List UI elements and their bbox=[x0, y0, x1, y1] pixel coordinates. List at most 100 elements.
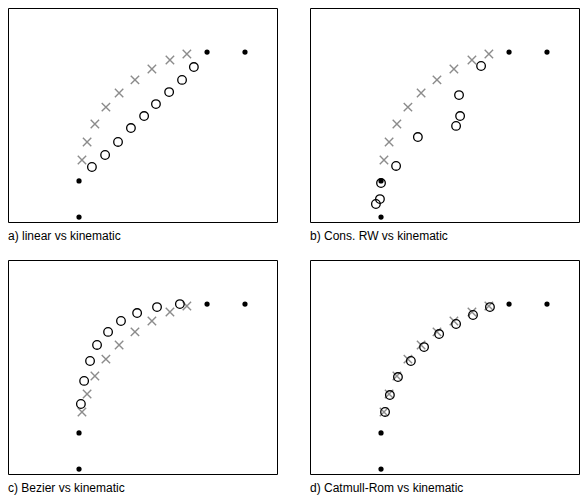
plot-area bbox=[76, 49, 247, 219]
point bbox=[183, 50, 191, 58]
x-axis-top bbox=[311, 260, 580, 261]
axis-line bbox=[9, 474, 278, 475]
point bbox=[133, 309, 142, 318]
point bbox=[153, 303, 162, 312]
point bbox=[117, 317, 126, 326]
point bbox=[91, 372, 99, 380]
point bbox=[101, 151, 110, 160]
point bbox=[486, 303, 495, 312]
point bbox=[468, 56, 476, 64]
axis-line bbox=[277, 9, 278, 223]
y-axis bbox=[310, 261, 311, 475]
point bbox=[485, 50, 493, 58]
point bbox=[420, 343, 429, 352]
point bbox=[455, 91, 464, 100]
point bbox=[88, 163, 97, 172]
axis-line bbox=[8, 9, 9, 223]
plot-area bbox=[378, 301, 549, 471]
series-dot bbox=[378, 301, 549, 471]
point bbox=[417, 89, 425, 97]
point bbox=[166, 56, 174, 64]
point bbox=[140, 112, 149, 121]
axis-line bbox=[311, 474, 580, 475]
y-axis-right bbox=[579, 261, 580, 475]
point bbox=[407, 357, 416, 366]
point bbox=[78, 408, 86, 416]
point bbox=[544, 301, 549, 306]
panel-caption: b) Cons. RW vs kinematic bbox=[310, 229, 448, 243]
point bbox=[190, 63, 199, 72]
point bbox=[435, 330, 444, 339]
point bbox=[404, 103, 412, 111]
point bbox=[380, 156, 388, 164]
axis-line bbox=[310, 261, 311, 475]
point bbox=[204, 49, 209, 54]
point bbox=[165, 88, 174, 97]
point bbox=[166, 308, 174, 316]
series-dot bbox=[378, 49, 549, 219]
panel: c) Bezier vs kinematic bbox=[8, 261, 278, 496]
point bbox=[378, 214, 383, 219]
point bbox=[456, 112, 465, 121]
axis-line bbox=[579, 9, 580, 223]
point bbox=[377, 179, 386, 188]
point bbox=[450, 65, 458, 73]
series-x bbox=[380, 302, 493, 416]
point bbox=[148, 317, 156, 325]
point bbox=[378, 466, 383, 471]
point bbox=[376, 195, 385, 204]
axis-line bbox=[310, 9, 311, 223]
point bbox=[152, 100, 161, 109]
x-axis bbox=[311, 474, 580, 475]
plot-area bbox=[76, 300, 247, 472]
point bbox=[242, 301, 247, 306]
point bbox=[115, 89, 123, 97]
point bbox=[393, 120, 401, 128]
point bbox=[381, 408, 390, 417]
panel-caption: a) linear vs kinematic bbox=[8, 229, 121, 243]
point bbox=[506, 49, 511, 54]
panel: d) Catmull-Rom vs kinematic bbox=[310, 261, 580, 496]
point bbox=[544, 49, 549, 54]
point bbox=[385, 138, 393, 146]
series-circle bbox=[77, 300, 185, 409]
axis-line bbox=[9, 260, 278, 261]
point bbox=[78, 156, 86, 164]
point bbox=[83, 390, 91, 398]
point bbox=[77, 400, 86, 409]
point bbox=[76, 214, 81, 219]
point bbox=[469, 311, 478, 320]
point bbox=[104, 328, 113, 337]
series-circle bbox=[381, 303, 495, 416]
point bbox=[76, 466, 81, 471]
point bbox=[433, 76, 441, 84]
series-circle bbox=[372, 62, 486, 209]
axis-line bbox=[277, 261, 278, 475]
point bbox=[242, 49, 247, 54]
figure: a) linear vs kinematic b) Cons. RW vs kin… bbox=[0, 0, 587, 503]
y-axis-right bbox=[277, 9, 278, 223]
point bbox=[392, 162, 401, 171]
axis-line bbox=[311, 260, 580, 261]
point bbox=[452, 320, 461, 329]
y-axis-right bbox=[277, 261, 278, 475]
x-axis bbox=[311, 222, 580, 223]
x-axis bbox=[9, 474, 278, 475]
y-axis-right bbox=[579, 9, 580, 223]
axis-line bbox=[9, 222, 278, 223]
point bbox=[93, 341, 102, 350]
series-x bbox=[78, 50, 191, 164]
point bbox=[433, 328, 441, 336]
point bbox=[204, 301, 209, 306]
y-axis bbox=[8, 9, 9, 223]
point bbox=[102, 103, 110, 111]
panel: a) linear vs kinematic bbox=[8, 9, 278, 244]
point bbox=[506, 301, 511, 306]
axis-line bbox=[579, 261, 580, 475]
point bbox=[127, 124, 136, 133]
x-axis-top bbox=[9, 8, 278, 9]
series-x bbox=[380, 50, 493, 164]
point bbox=[477, 62, 486, 71]
point bbox=[176, 300, 185, 309]
y-axis bbox=[310, 9, 311, 223]
